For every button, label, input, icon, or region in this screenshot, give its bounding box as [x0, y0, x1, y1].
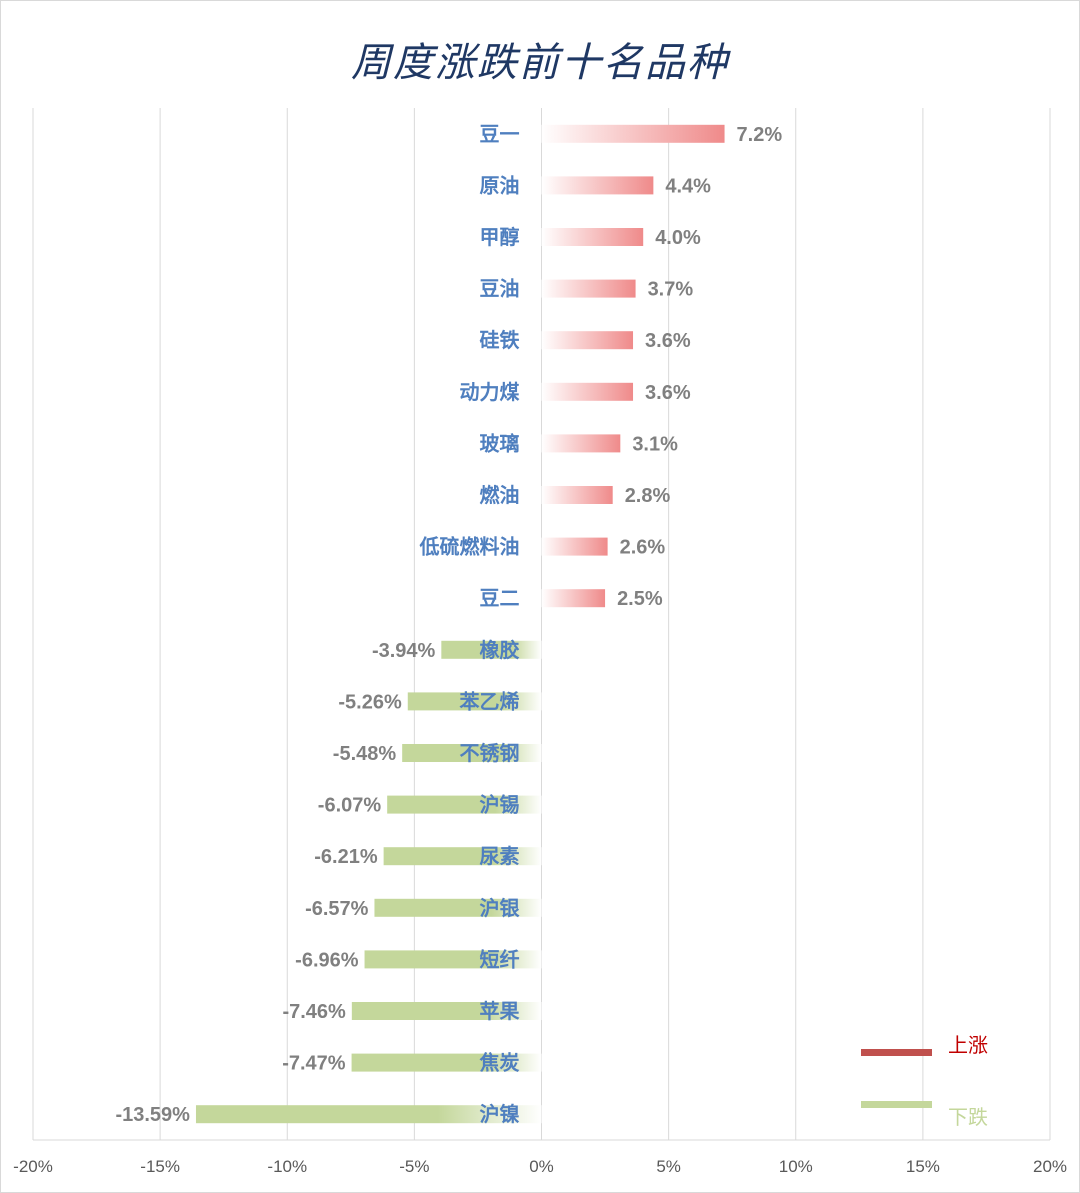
data-label: 3.6% [645, 382, 691, 404]
data-label: 4.4% [665, 175, 711, 197]
bar [351, 1053, 542, 1072]
data-label: 2.6% [620, 537, 666, 559]
x-tick-label: 10% [779, 1157, 813, 1176]
category-label: 甲醇 [480, 225, 520, 249]
bar [441, 640, 542, 659]
data-label: -7.47% [282, 1053, 346, 1075]
data-label: -6.21% [314, 846, 378, 868]
x-tick-label: 5% [656, 1157, 681, 1176]
x-tick-label: 0% [529, 1157, 554, 1176]
data-label: 7.2% [737, 124, 783, 146]
category-label: 硅铁 [480, 328, 520, 352]
category-label: 苯乙烯 [459, 689, 520, 713]
legend-swatch [861, 1101, 932, 1108]
data-label: 2.8% [625, 485, 671, 507]
data-label: -6.57% [305, 898, 369, 920]
labels: 豆一 7.2% 原油 4.4% 甲醇 4.0% 豆油 3.7% 硅铁 3.6% 动力煤 3.6% 玻璃 3… [115, 122, 782, 1126]
bar [407, 692, 542, 711]
data-label: -5.48% [333, 743, 397, 765]
legend-swatch [861, 1049, 932, 1056]
bar [374, 898, 542, 917]
data-label: -6.07% [318, 795, 382, 817]
bar [195, 1105, 542, 1124]
bar [541, 434, 621, 453]
category-label: 不锈钢 [460, 741, 520, 765]
x-tick-label: -10% [267, 1157, 307, 1176]
category-label: 玻璃 [480, 431, 520, 455]
chart-title: 周度涨跌前十名品种 [351, 40, 729, 86]
bar [541, 589, 606, 608]
data-label: -6.96% [295, 949, 359, 971]
bar [383, 847, 542, 866]
bar [541, 331, 634, 350]
bar [541, 382, 634, 401]
data-label: 4.0% [655, 227, 701, 249]
x-tick-label: 15% [906, 1157, 940, 1176]
category-label: 豆油 [480, 277, 520, 301]
bar [541, 176, 654, 195]
data-label: -7.46% [282, 1001, 346, 1023]
bar [541, 537, 608, 556]
category-label: 豆二 [480, 586, 520, 610]
category-label: 焦炭 [480, 1051, 520, 1075]
data-label: 2.5% [617, 588, 663, 610]
x-tick-label: -15% [140, 1157, 180, 1176]
category-label: 燃油 [480, 483, 520, 507]
gridlines [32, 108, 1051, 1141]
x-axis-ticks: -20% -15% -10% -5% 0% 5% 10% 15% 20% [13, 1157, 1067, 1176]
legend-label: 上涨 [948, 1033, 988, 1057]
category-label: 沪镍 [480, 1102, 520, 1126]
category-label: 沪银 [480, 896, 521, 920]
x-tick-label: 20% [1033, 1157, 1067, 1176]
category-label: 沪锡 [480, 793, 520, 817]
category-label: 动力煤 [460, 380, 520, 404]
data-label: -13.59% [115, 1104, 190, 1126]
bar [541, 486, 613, 504]
bar [541, 228, 644, 246]
data-label: 3.1% [632, 433, 678, 455]
data-label: -5.26% [338, 691, 402, 713]
bar [364, 950, 542, 969]
bar [541, 124, 725, 143]
category-label: 低硫燃料油 [419, 535, 520, 559]
x-tick-label: -5% [399, 1157, 429, 1176]
category-label: 短纤 [480, 947, 520, 971]
category-label: 原油 [480, 173, 520, 197]
bar [541, 279, 636, 298]
category-label: 豆一 [480, 122, 520, 146]
category-label: 橡胶 [480, 638, 520, 662]
x-tick-label: -20% [13, 1157, 53, 1176]
data-label: 3.7% [648, 279, 694, 301]
category-label: 尿素 [480, 844, 520, 868]
data-label: -3.94% [372, 640, 436, 662]
legend-label: 下跌 [948, 1105, 988, 1129]
bar [402, 744, 542, 762]
data-label: 3.6% [645, 330, 691, 352]
category-label: 苹果 [480, 999, 520, 1023]
bar [387, 795, 542, 814]
bars [195, 124, 725, 1124]
bar [351, 1002, 542, 1020]
